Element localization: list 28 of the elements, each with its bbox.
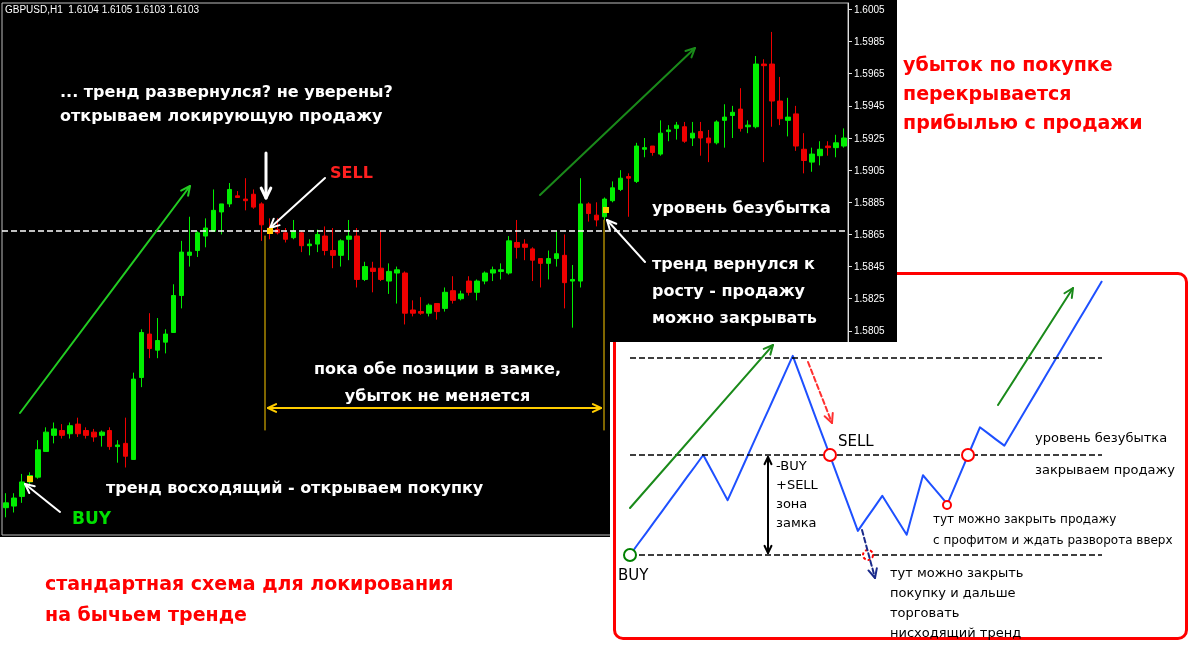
y-tick-label: 1.5865 [854, 228, 886, 240]
annotation: SELL [838, 432, 874, 450]
y-tick-label: 1.5985 [854, 36, 886, 48]
text: тут можно закрыть покупку и дальше торговать нисходящий тренд [890, 564, 1024, 642]
y-tick-label: 1.5905 [854, 164, 886, 176]
annotation: ... тренд развернулся? не уверены? открываем локирующую продажу [60, 81, 393, 127]
text: убыток по покупке перекрывается прибылью с продажи [903, 52, 1143, 135]
y-tick-label: 1.5805 [854, 325, 886, 337]
annotation: BUY [72, 508, 112, 528]
ref-line-label: уровень безубытка [652, 198, 831, 218]
y-tick-label: 1.5925 [854, 132, 886, 144]
annotation: тренд вернулся к росту - продажу можно закрывать [652, 253, 817, 329]
ref-line-label: уровень безубытка [1035, 429, 1168, 447]
y-tick-label: 1.5945 [854, 100, 886, 112]
annotation: тут можно закрыть продажу с профитом и ждать разворота вверх [933, 511, 1173, 549]
annotation: GBPUSD,H1 1.6104 1.6105 1.6103 1.6103 [5, 3, 200, 17]
annotation: SELL [330, 163, 373, 183]
y-tick-label: 1.5845 [854, 261, 886, 273]
annotation: -BUY +SELL зона замка [776, 457, 818, 532]
y-tick-label: 1.5965 [854, 68, 886, 80]
text: BUY [618, 566, 649, 584]
y-tick-label: 1.5825 [854, 293, 886, 305]
annotation: тренд восходящий - открываем покупку [106, 478, 484, 498]
y-tick-label: 1.6005 [854, 3, 886, 15]
annotation: пока обе позиции в замке, убыток не меняется [313, 358, 562, 407]
annotation: закрываем продажу [1035, 461, 1175, 479]
text: стандартная схема для локирования на бычьем тренде [45, 571, 454, 627]
y-tick-label: 1.5885 [854, 196, 886, 208]
